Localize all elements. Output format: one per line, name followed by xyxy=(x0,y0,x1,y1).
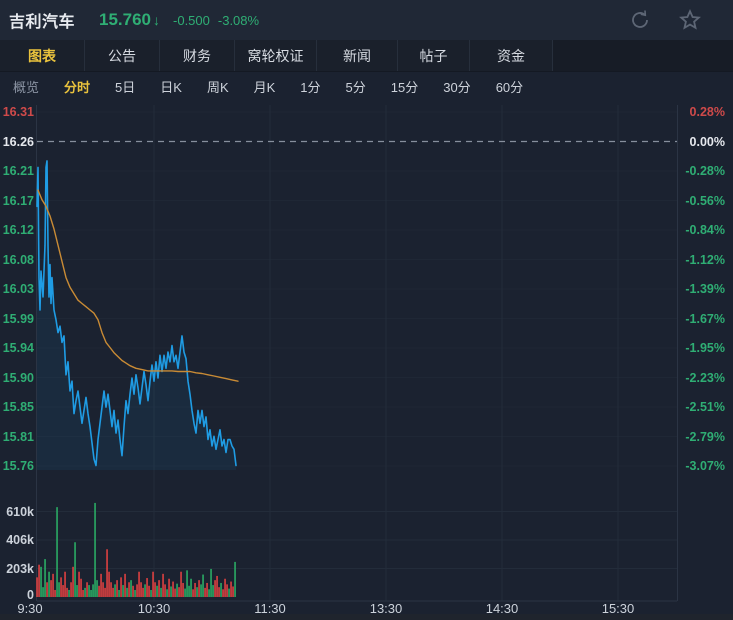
time-axis-label: 10:30 xyxy=(137,601,171,616)
star-icon[interactable] xyxy=(678,8,702,32)
percent-axis-label: -2.79% xyxy=(685,429,725,444)
subtab-5min[interactable]: 5分 xyxy=(345,79,366,95)
price-change-percent: -3.08% xyxy=(217,12,260,28)
percent-axis-label: -1.67% xyxy=(685,311,725,326)
subtab-1min[interactable]: 1分 xyxy=(300,79,321,95)
percent-axis-label: -3.07% xyxy=(685,459,725,473)
period-tab-bar: 概览 分时 5日 日K 周K 月K 1分 5分 15分 30分 60分 xyxy=(0,72,733,100)
percent-axis-label: -2.23% xyxy=(685,370,725,385)
percent-axis-label: 0.28% xyxy=(689,105,725,119)
percent-axis-label: -0.84% xyxy=(685,223,725,237)
refresh-icon[interactable] xyxy=(628,8,652,32)
price-axis-label: 16.21 xyxy=(2,164,34,178)
price-axis-label: 15.90 xyxy=(2,370,34,385)
price-axis-label: 16.17 xyxy=(2,193,34,208)
tab-posts[interactable]: 帖子 xyxy=(398,40,470,71)
price-axis-label: 15.99 xyxy=(2,311,34,326)
price-axis-label: 16.08 xyxy=(2,252,34,267)
subtab-timeline[interactable]: 分时 xyxy=(64,79,91,95)
stock-header: 吉利汽车 15.760 ↓ -0.500 -3.08% xyxy=(0,0,733,40)
bottom-edge xyxy=(0,614,733,620)
tab-news[interactable]: 新闻 xyxy=(317,40,398,71)
volume-axis-label: 0 xyxy=(27,588,34,602)
price-axis-label: 15.76 xyxy=(2,459,34,473)
time-axis-label: 14:30 xyxy=(485,601,519,616)
price-axis-label: 15.85 xyxy=(2,400,34,414)
price-axis-label: 16.03 xyxy=(2,282,34,296)
volume-axis-label: 203k xyxy=(6,561,34,576)
subtab-daily-k[interactable]: 日K xyxy=(160,79,182,95)
subtab-monthly-k[interactable]: 月K xyxy=(253,79,276,95)
tab-funds[interactable]: 资金 xyxy=(470,40,553,71)
volume-axis-label: 610k xyxy=(6,504,34,519)
stock-name: 吉利汽车 xyxy=(9,14,76,31)
percent-axis-label: -0.56% xyxy=(685,193,725,208)
tab-financials[interactable]: 财务 xyxy=(160,40,235,71)
volume-axis-label: 406k xyxy=(6,533,34,547)
current-price: 15.760 xyxy=(99,10,152,29)
price-axis-label: 16.26 xyxy=(2,134,34,149)
tab-warrants[interactable]: 窝轮权证 xyxy=(235,40,317,71)
subtab-60min[interactable]: 60分 xyxy=(495,79,524,95)
subtab-5day[interactable]: 5日 xyxy=(115,79,136,95)
intraday-chart-area[interactable]: 16.31 16.26 16.21 16.17 16.12 16.08 16.03 15.99… xyxy=(0,100,733,620)
time-axis-label: 15:30 xyxy=(601,601,635,616)
percent-axis-label: -0.28% xyxy=(685,164,725,178)
price-axis-label: 16.31 xyxy=(2,105,34,119)
chart-canvas[interactable] xyxy=(0,100,733,620)
price-change: -0.500 xyxy=(173,12,210,28)
tab-bar-filler xyxy=(553,40,733,71)
time-axis-label: 9:30 xyxy=(17,601,43,616)
percent-axis-label: -1.12% xyxy=(685,252,725,267)
subtab-15min[interactable]: 15分 xyxy=(390,79,419,95)
main-tab-bar: 图表 公告 财务 窝轮权证 新闻 帖子 资金 xyxy=(0,40,733,72)
time-axis-label: 13:30 xyxy=(369,601,403,616)
price-axis-label: 15.81 xyxy=(2,429,34,444)
subtab-weekly-k[interactable]: 周K xyxy=(206,79,229,95)
price-down-arrow-icon: ↓ xyxy=(153,12,161,28)
time-axis-label: 11:30 xyxy=(254,601,286,616)
price-axis-label: 15.94 xyxy=(2,341,34,355)
price-axis-label: 16.12 xyxy=(2,223,34,237)
percent-axis-label: -1.39% xyxy=(685,282,725,296)
percent-axis-label: -1.95% xyxy=(685,341,725,355)
percent-axis-label: -2.51% xyxy=(685,400,725,414)
subtab-overview[interactable]: 概览 xyxy=(13,79,40,95)
percent-axis-label: 0.00% xyxy=(689,134,725,149)
subtab-30min[interactable]: 30分 xyxy=(443,79,471,95)
tab-announcements[interactable]: 公告 xyxy=(85,40,160,71)
tab-chart[interactable]: 图表 xyxy=(0,40,85,71)
